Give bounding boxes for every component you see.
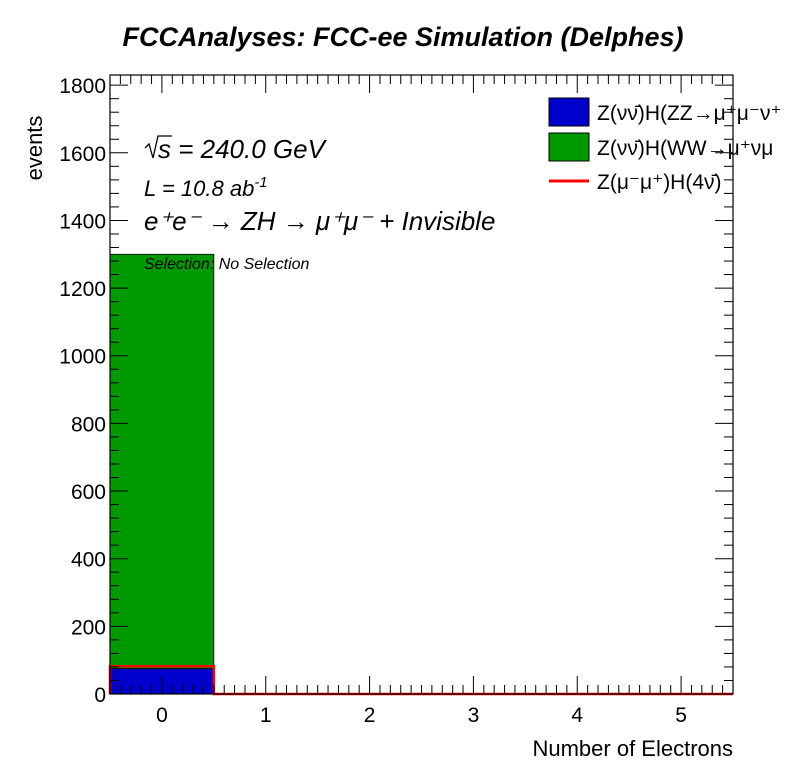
process-annotation: e⁺e⁻ → ZH → μ⁺μ⁻ + Invisible bbox=[144, 206, 495, 236]
x-tick-label: 0 bbox=[156, 704, 168, 727]
luminosity-annotation: L = 10.8 ab-1 bbox=[144, 174, 268, 201]
x-tick-label: 5 bbox=[675, 704, 687, 727]
sqrt-s-annotation: s = 240.0 GeV bbox=[144, 134, 328, 164]
x-tick-label: 2 bbox=[364, 704, 376, 727]
legend: Z(νν̄)H(ZZ→μ⁺μ⁻ν⁺ Z(νν̄)H(WW→μ⁺νμ Z(μ⁻μ⁺)H… bbox=[548, 97, 782, 194]
legend-label-0: Z(νν̄)H(ZZ→μ⁺μ⁻ν⁺ bbox=[597, 102, 782, 125]
x-tick-label: 3 bbox=[468, 704, 480, 727]
luminosity-text: L = 10.8 ab bbox=[144, 176, 254, 201]
luminosity-exponent: -1 bbox=[254, 174, 267, 191]
y-tick-label: 1200 bbox=[59, 278, 106, 301]
y-tick-label: 800 bbox=[71, 413, 106, 436]
legend-swatch-0 bbox=[548, 97, 590, 127]
sqrt-s-text: s = 240.0 GeV bbox=[158, 134, 328, 164]
axis-layer: 0 1 2 3 4 5 0 200 400 600 800 1000 1200 1400 1600 1800 bbox=[59, 75, 734, 727]
x-tick-label: 1 bbox=[260, 704, 272, 727]
y-tick-label: 0 bbox=[94, 684, 106, 707]
x-tick-label: 4 bbox=[571, 704, 583, 727]
legend-label-2: Z(μ⁻μ⁺)H(4ν̄) bbox=[597, 171, 722, 194]
sqrt-icon bbox=[144, 135, 172, 159]
y-axis-label: events bbox=[22, 116, 47, 181]
y-tick-label: 1000 bbox=[59, 346, 106, 369]
legend-swatch-1 bbox=[548, 132, 590, 162]
y-tick-label: 400 bbox=[71, 549, 106, 572]
sqrt-s-value: s = 240.0 GeV bbox=[158, 134, 328, 164]
x-axis-label: Number of Electrons bbox=[532, 736, 733, 761]
legend-label-1: Z(νν̄)H(WW→μ⁺νμ bbox=[597, 137, 773, 160]
chart-title: FCCAnalyses: FCC-ee Simulation (Delphes) bbox=[122, 22, 683, 52]
selection-annotation: Selection: No Selection bbox=[144, 256, 310, 273]
bar-series1-bin0 bbox=[109, 253, 215, 670]
y-tick-label: 600 bbox=[71, 481, 106, 504]
y-tick-label: 1400 bbox=[59, 210, 106, 233]
y-tick-label: 200 bbox=[71, 616, 106, 639]
y-tick-label: 1800 bbox=[59, 75, 106, 98]
y-tick-label: 1600 bbox=[59, 143, 106, 166]
